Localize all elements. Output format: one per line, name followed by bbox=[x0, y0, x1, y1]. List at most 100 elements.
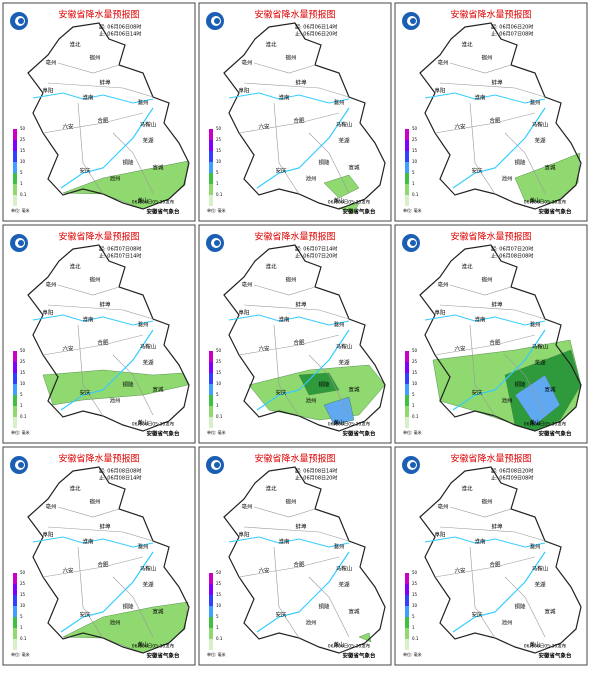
city-label: 池州 bbox=[305, 619, 316, 627]
county-border bbox=[434, 112, 536, 134]
city-label: 芜湖 bbox=[534, 359, 546, 367]
legend-label: 50 bbox=[20, 348, 26, 353]
legend-label: 10 bbox=[20, 381, 26, 386]
legend-label: 25 bbox=[216, 137, 222, 142]
legend-label: 0.1 bbox=[412, 636, 419, 641]
time-end: 止: 06月06日14时 bbox=[99, 31, 141, 38]
legend-label: 1 bbox=[216, 181, 219, 186]
river bbox=[424, 314, 546, 326]
legend-label: 25 bbox=[412, 359, 418, 364]
city-label: 淮南 bbox=[82, 538, 94, 546]
legend-swatch bbox=[405, 351, 409, 362]
city-label: 蚌埠 bbox=[295, 523, 307, 531]
county-border bbox=[469, 324, 496, 417]
time-start: 起: 06月08日08时 bbox=[99, 468, 141, 475]
city-label: 黄山 bbox=[529, 197, 540, 205]
county-border bbox=[42, 112, 144, 134]
city-label: 马鞍山 bbox=[140, 121, 157, 129]
county-border bbox=[57, 62, 120, 74]
legend-label: 1 bbox=[412, 181, 415, 186]
legend-label: 1 bbox=[412, 625, 415, 630]
city-label: 宣城 bbox=[348, 164, 360, 172]
city-label: 黄山 bbox=[137, 641, 148, 649]
issuer: 安徽省气象台 bbox=[342, 652, 376, 660]
legend-swatch bbox=[405, 373, 409, 384]
legend-swatch bbox=[13, 151, 17, 162]
city-label: 亳州 bbox=[437, 59, 448, 67]
county-border bbox=[112, 354, 154, 416]
river bbox=[256, 107, 350, 189]
county-border bbox=[243, 304, 350, 320]
city-label: 淮北 bbox=[265, 41, 277, 49]
issuer: 安徽省气象台 bbox=[342, 430, 376, 438]
county-border bbox=[77, 102, 104, 195]
city-label: 滁州 bbox=[333, 99, 344, 107]
river bbox=[228, 92, 350, 104]
city-label: 淮北 bbox=[69, 485, 81, 493]
legend-swatch bbox=[405, 639, 409, 650]
legend-label: 50 bbox=[20, 126, 26, 131]
unit-label: 单位: 毫米 bbox=[11, 207, 30, 213]
panel-title: 安徽省降水量预报图 bbox=[58, 9, 139, 21]
logo-core bbox=[410, 240, 416, 246]
legend-swatch bbox=[13, 173, 17, 184]
county-border bbox=[57, 284, 120, 296]
logo-core bbox=[214, 18, 220, 24]
city-label: 淮北 bbox=[265, 263, 277, 271]
legend-label: 10 bbox=[412, 381, 418, 386]
city-label: 宿州 bbox=[481, 276, 492, 284]
legend-swatch bbox=[209, 584, 213, 595]
city-label: 黄山 bbox=[137, 419, 148, 427]
legend-swatch bbox=[405, 595, 409, 606]
county-border bbox=[77, 324, 104, 417]
province-outline bbox=[223, 22, 386, 210]
legend-label: 10 bbox=[216, 603, 222, 608]
county-border bbox=[449, 506, 512, 518]
issuer: 安徽省气象台 bbox=[342, 208, 376, 216]
city-label: 淮南 bbox=[474, 316, 486, 324]
unit-label: 单位: 毫米 bbox=[207, 429, 226, 435]
city-label: 阜阳 bbox=[42, 309, 53, 317]
legend-swatch bbox=[209, 384, 213, 395]
issued-time: 06月06日05:30发布 bbox=[524, 643, 567, 650]
city-label: 合肥 bbox=[489, 117, 501, 125]
legend-label: 15 bbox=[412, 148, 418, 153]
city-label: 合肥 bbox=[293, 561, 305, 569]
city-label: 宿州 bbox=[481, 54, 492, 62]
city-label: 马鞍山 bbox=[336, 343, 353, 351]
legend-label: 15 bbox=[216, 592, 222, 597]
city-label: 宣城 bbox=[544, 164, 556, 172]
city-label: 滁州 bbox=[137, 99, 148, 107]
county-border bbox=[308, 354, 350, 416]
legend-swatch bbox=[405, 129, 409, 140]
legend-swatch bbox=[405, 162, 409, 173]
unit-label: 单位: 毫米 bbox=[403, 429, 422, 435]
logo-core bbox=[410, 462, 416, 468]
city-label: 六安 bbox=[62, 345, 74, 353]
legend-label: 0.1 bbox=[20, 192, 27, 197]
legend-swatch bbox=[209, 628, 213, 639]
legend-swatch bbox=[405, 173, 409, 184]
province-outline bbox=[27, 22, 190, 210]
city-label: 宣城 bbox=[544, 608, 556, 616]
city-label: 池州 bbox=[109, 619, 120, 627]
city-label: 六安 bbox=[258, 123, 270, 131]
legend-label: 5 bbox=[412, 392, 415, 397]
issuer: 安徽省气象台 bbox=[538, 208, 572, 216]
legend-swatch bbox=[405, 406, 409, 417]
legend-label: 1 bbox=[216, 403, 219, 408]
city-label: 宿州 bbox=[89, 54, 100, 62]
city-label: 安庆 bbox=[471, 167, 483, 175]
city-label: 黄山 bbox=[137, 197, 148, 205]
city-label: 合肥 bbox=[97, 561, 109, 569]
city-label: 铜陵 bbox=[122, 603, 134, 611]
county-border bbox=[238, 334, 340, 356]
legend-swatch bbox=[209, 373, 213, 384]
legend-swatch bbox=[405, 151, 409, 162]
legend-swatch bbox=[13, 362, 17, 373]
legend-swatch bbox=[13, 573, 17, 584]
legend-label: 25 bbox=[216, 359, 222, 364]
legend-label: 10 bbox=[412, 603, 418, 608]
legend-label: 15 bbox=[216, 148, 222, 153]
